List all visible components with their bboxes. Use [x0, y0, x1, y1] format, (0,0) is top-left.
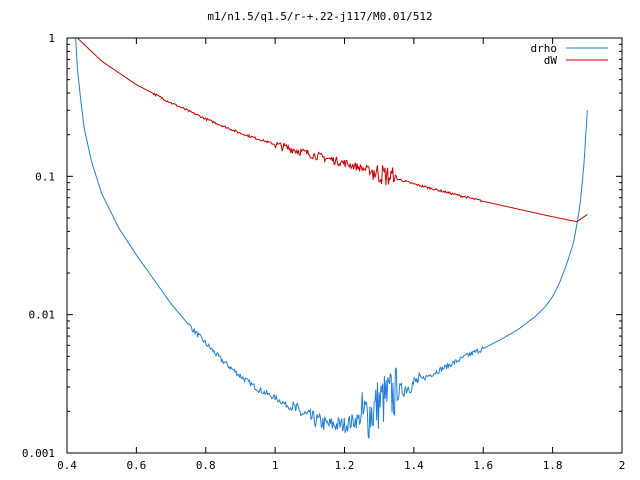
x-tick-label: 1.2: [335, 459, 355, 472]
x-tick-label: 0.4: [57, 459, 77, 472]
x-tick-label: 1.6: [473, 459, 493, 472]
x-tick-label: 0.8: [196, 459, 216, 472]
series-line-drho: [75, 37, 588, 439]
ticks-layer: 0.4 0.6 0.8 1 1.2 1.4 1.6 1.8 2 1 0.1 0.01 0.001: [22, 32, 625, 472]
y-tick-label: 0.01: [29, 309, 56, 322]
x-tick-label: 2: [619, 459, 626, 472]
y-tick-label: 1: [48, 32, 55, 45]
series-line-dW: [77, 37, 588, 223]
series-layer: [75, 37, 588, 439]
x-tick-label: 1.8: [543, 459, 563, 472]
y-tick-label: 0.001: [22, 447, 55, 460]
y-tick-label: 0.1: [35, 170, 55, 183]
chart-title: m1/n1.5/q1.5/r-+.22-j117/M0.01/512: [207, 10, 433, 23]
legend-label-drho: drho: [531, 42, 558, 55]
plot-frame: [66, 37, 623, 454]
x-tick-label: 1.4: [404, 459, 424, 472]
legend-label-dW: dW: [544, 54, 558, 67]
x-tick-label: 1: [272, 459, 279, 472]
x-tick-label: 0.6: [126, 459, 146, 472]
